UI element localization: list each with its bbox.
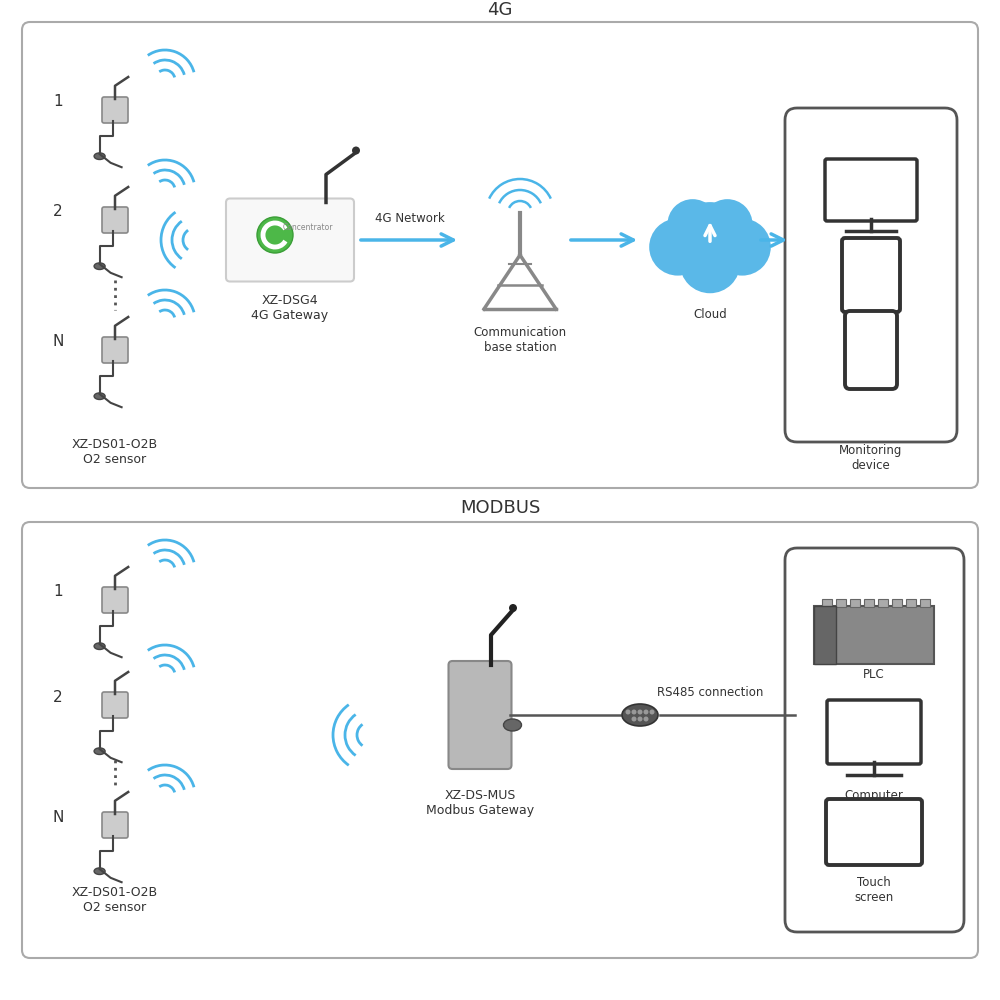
- Circle shape: [714, 218, 771, 276]
- Bar: [850, 599, 860, 607]
- FancyBboxPatch shape: [845, 311, 897, 389]
- Circle shape: [644, 716, 648, 722]
- Text: 1: 1: [53, 584, 63, 599]
- Bar: [906, 599, 916, 607]
- FancyBboxPatch shape: [102, 692, 128, 718]
- Bar: [822, 599, 832, 607]
- Text: PLC: PLC: [863, 668, 885, 682]
- Circle shape: [632, 710, 637, 714]
- Bar: [920, 599, 930, 607]
- Circle shape: [257, 217, 293, 253]
- Text: Computer: Computer: [845, 788, 903, 802]
- Ellipse shape: [622, 704, 658, 726]
- Text: XZ-DS01-O2B
O2 sensor: XZ-DS01-O2B O2 sensor: [72, 886, 158, 914]
- FancyBboxPatch shape: [826, 799, 922, 865]
- Text: RS485 connection: RS485 connection: [657, 686, 763, 700]
- Bar: [892, 599, 902, 607]
- Text: 4G: 4G: [487, 1, 513, 19]
- FancyBboxPatch shape: [102, 207, 128, 233]
- FancyBboxPatch shape: [226, 198, 354, 282]
- Bar: [836, 599, 846, 607]
- FancyBboxPatch shape: [842, 238, 900, 312]
- Text: 4G Network: 4G Network: [375, 212, 445, 225]
- FancyBboxPatch shape: [814, 606, 934, 664]
- Circle shape: [667, 199, 718, 250]
- Circle shape: [644, 710, 648, 714]
- FancyBboxPatch shape: [102, 337, 128, 363]
- Circle shape: [638, 710, 642, 714]
- Circle shape: [638, 716, 642, 722]
- FancyBboxPatch shape: [102, 812, 128, 838]
- FancyBboxPatch shape: [825, 159, 917, 221]
- Bar: [878, 599, 888, 607]
- Text: Cloud: Cloud: [693, 308, 727, 320]
- FancyBboxPatch shape: [785, 548, 964, 932]
- Circle shape: [509, 604, 517, 612]
- Text: N: N: [52, 810, 64, 824]
- Text: Concentrator: Concentrator: [283, 223, 333, 232]
- Circle shape: [626, 710, 631, 714]
- FancyBboxPatch shape: [22, 22, 978, 488]
- Text: 1: 1: [53, 95, 63, 109]
- FancyBboxPatch shape: [785, 108, 957, 442]
- Text: 2: 2: [53, 690, 63, 704]
- FancyBboxPatch shape: [448, 661, 512, 769]
- Circle shape: [680, 233, 740, 293]
- Circle shape: [650, 710, 654, 714]
- Text: Communication
base station: Communication base station: [473, 326, 567, 354]
- Text: Monitoring
device: Monitoring device: [839, 444, 903, 472]
- Circle shape: [649, 218, 706, 276]
- Ellipse shape: [94, 263, 105, 269]
- Text: XZ-DSG4
4G Gateway: XZ-DSG4 4G Gateway: [251, 294, 329, 322]
- Text: N: N: [52, 334, 64, 350]
- Ellipse shape: [94, 643, 105, 650]
- Ellipse shape: [504, 719, 522, 731]
- Circle shape: [632, 716, 637, 722]
- Text: Touch
screen: Touch screen: [854, 876, 894, 904]
- FancyBboxPatch shape: [102, 97, 128, 123]
- FancyBboxPatch shape: [102, 587, 128, 613]
- Circle shape: [352, 146, 360, 154]
- Bar: [864, 599, 874, 607]
- Text: XZ-DS-MUS
Modbus Gateway: XZ-DS-MUS Modbus Gateway: [426, 789, 534, 817]
- Circle shape: [670, 202, 750, 282]
- FancyBboxPatch shape: [827, 700, 921, 764]
- Ellipse shape: [94, 393, 105, 399]
- Ellipse shape: [94, 868, 105, 874]
- Text: MODBUS: MODBUS: [460, 499, 540, 517]
- Bar: [814, 606, 836, 664]
- Circle shape: [702, 199, 753, 250]
- FancyBboxPatch shape: [22, 522, 978, 958]
- Text: 2: 2: [53, 205, 63, 220]
- Ellipse shape: [94, 748, 105, 754]
- Ellipse shape: [94, 153, 105, 159]
- Text: XZ-DS01-O2B
O2 sensor: XZ-DS01-O2B O2 sensor: [72, 438, 158, 466]
